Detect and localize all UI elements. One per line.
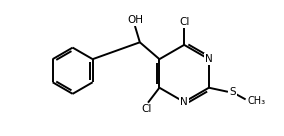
Text: S: S bbox=[229, 87, 236, 97]
Text: OH: OH bbox=[127, 15, 143, 25]
Text: Cl: Cl bbox=[141, 104, 152, 115]
Text: N: N bbox=[205, 54, 213, 64]
Text: N: N bbox=[180, 97, 188, 107]
Text: Cl: Cl bbox=[179, 17, 189, 27]
Text: CH₃: CH₃ bbox=[248, 96, 266, 106]
